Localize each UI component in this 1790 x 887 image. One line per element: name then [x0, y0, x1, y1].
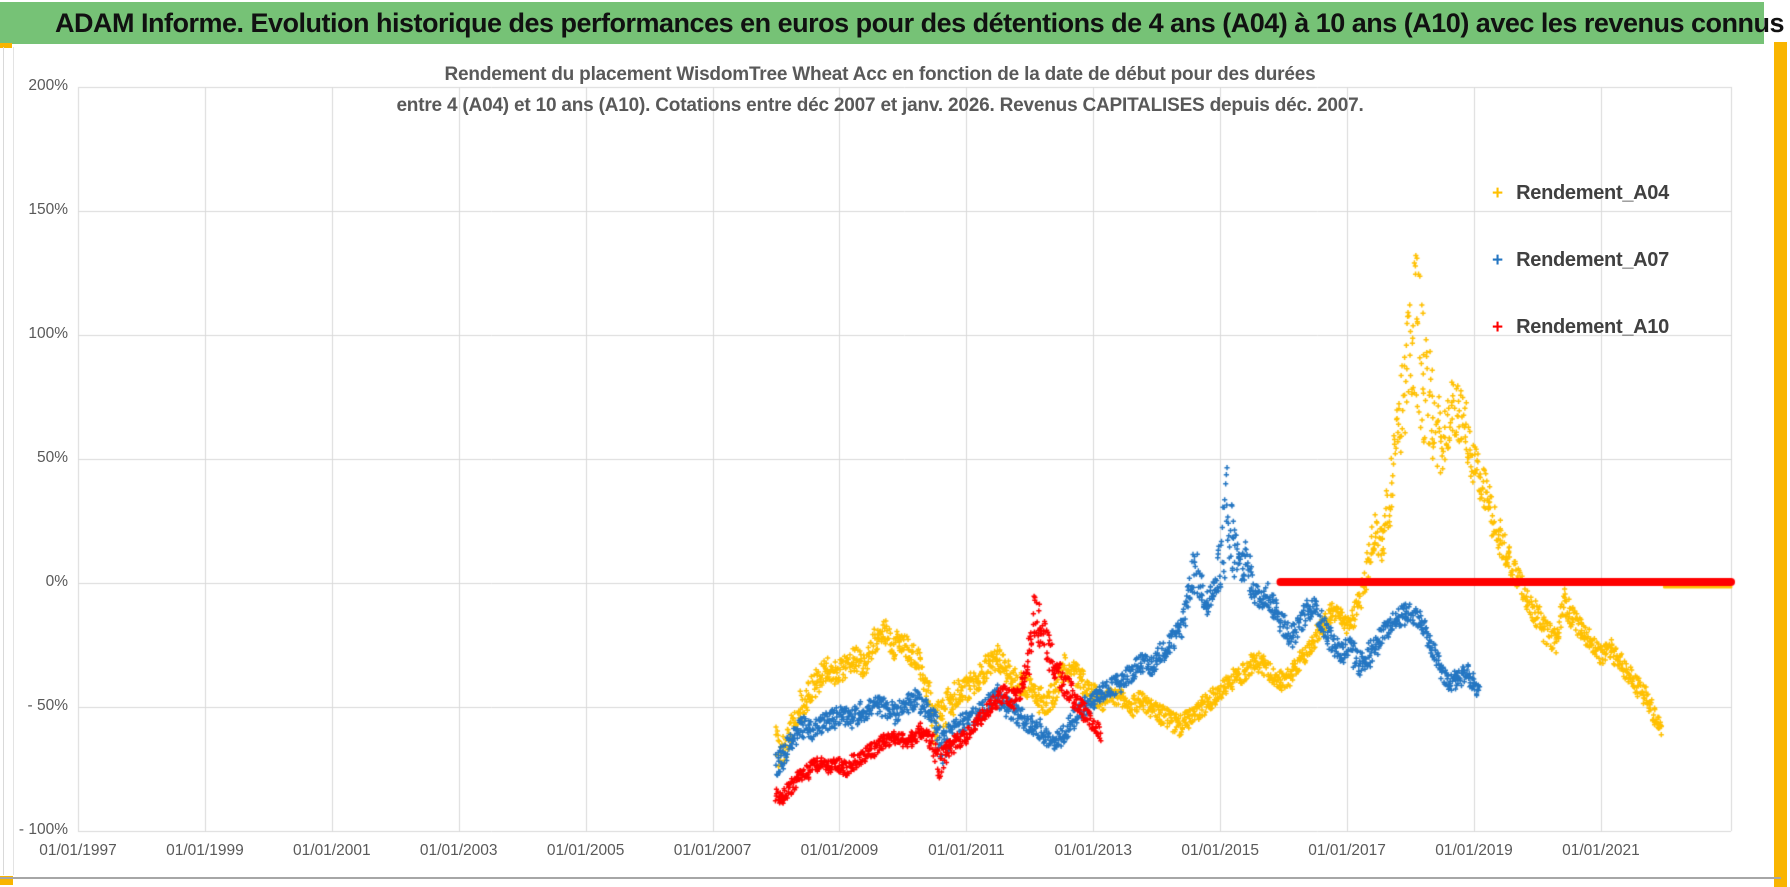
x-tick-label: 01/01/1997	[39, 842, 117, 859]
legend-plus-marker-icon: +	[1492, 249, 1504, 271]
x-tick-label: 01/01/2001	[293, 842, 371, 859]
x-tick-label: 01/01/2017	[1308, 842, 1386, 859]
legend-plus-marker-icon: +	[1492, 316, 1504, 338]
y-tick-label: 0%	[45, 573, 68, 590]
legend-item-rendement_a10[interactable]: + Rendement_A10	[1492, 312, 1669, 342]
x-tick-label: 01/01/2009	[800, 842, 879, 859]
y-tick-label: 50%	[36, 449, 68, 466]
y-tick-label: 200%	[28, 77, 68, 94]
legend-plus-marker-icon: +	[1492, 182, 1504, 204]
legend-item-rendement_a04[interactable]: + Rendement_A04	[1492, 178, 1669, 208]
y-tick-label: 100%	[28, 325, 68, 342]
chart-title-line1: Rendement du placement WisdomTree Wheat …	[444, 64, 1316, 85]
x-tick-label: 01/01/1999	[166, 842, 244, 859]
x-tick-label: 01/01/2019	[1435, 842, 1513, 859]
x-tick-label: 01/01/2021	[1562, 842, 1640, 859]
x-tick-label: 01/01/2003	[419, 842, 498, 859]
chart-title: Rendement du placement WisdomTree Wheat …	[300, 59, 1460, 121]
x-tick-label: 01/01/2005	[546, 842, 625, 859]
chart-title-line2: entre 4 (A04) et 10 ans (A10). Cotations…	[396, 95, 1364, 116]
y-tick-label: - 100%	[18, 821, 68, 838]
x-tick-label: 01/01/2007	[673, 842, 752, 859]
legend-item-label: Rendement_A10	[1516, 315, 1669, 338]
legend-item-rendement_a07[interactable]: + Rendement_A07	[1492, 245, 1669, 275]
x-tick-label: 01/01/2015	[1181, 842, 1259, 859]
legend-item-label: Rendement_A04	[1516, 181, 1669, 204]
legend-item-label: Rendement_A07	[1516, 248, 1669, 271]
y-tick-label: - 50%	[27, 697, 69, 714]
y-tick-label: 150%	[28, 201, 68, 218]
x-tick-label: 01/01/2011	[928, 842, 1005, 859]
x-tick-label: 01/01/2013	[1054, 842, 1133, 859]
